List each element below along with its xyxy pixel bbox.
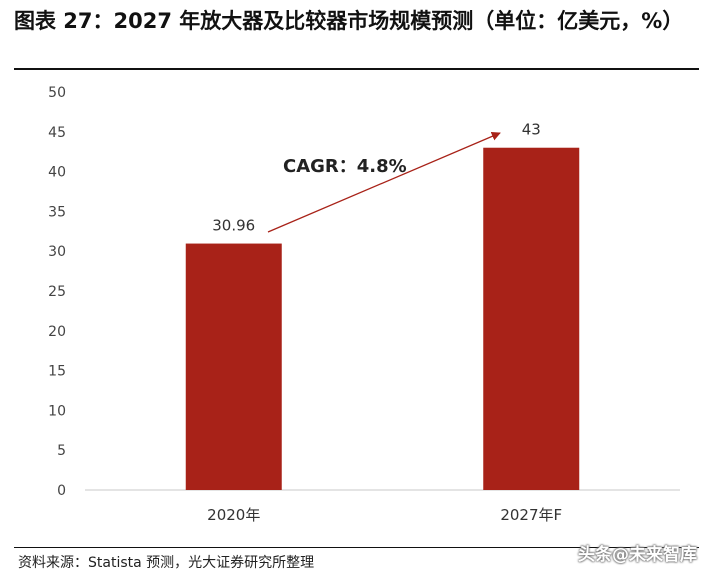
x-tick-label: 2027年F [500,506,562,524]
y-tick-label: 45 [48,125,66,141]
source-rule [14,547,699,548]
x-tick-label: 2020年 [207,506,260,524]
title-rule [14,68,699,70]
watermark: 头条@未来智库 [578,545,697,565]
y-tick-label: 10 [48,403,66,419]
cagr-arrow [267,132,501,233]
source-note: 资料来源：Statista 预测，光大证券研究所整理 [18,555,315,571]
figure-title: 图表 27：2027 年放大器及比较器市场规模预测（单位：亿美元，%） [14,9,684,33]
bar [185,243,282,490]
bar-value-label: 43 [522,121,541,139]
y-tick-label: 25 [48,284,66,300]
cagr-annotation: CAGR：4.8% [283,156,407,177]
y-tick-label: 35 [48,204,66,220]
y-tick-label: 50 [48,85,66,101]
y-tick-label: 40 [48,165,66,181]
bar-chart: 0 5 10 15 20 25 30 35 40 45 50 2020年 2027年F 30.96 43… [48,85,680,524]
y-tick-label: 20 [48,324,66,340]
y-tick-label: 0 [57,483,66,499]
bar [483,147,580,490]
bar-value-label: 30.96 [212,217,255,235]
y-tick-label: 30 [48,244,66,260]
y-tick-label: 5 [57,443,66,459]
y-tick-label: 15 [48,364,66,380]
